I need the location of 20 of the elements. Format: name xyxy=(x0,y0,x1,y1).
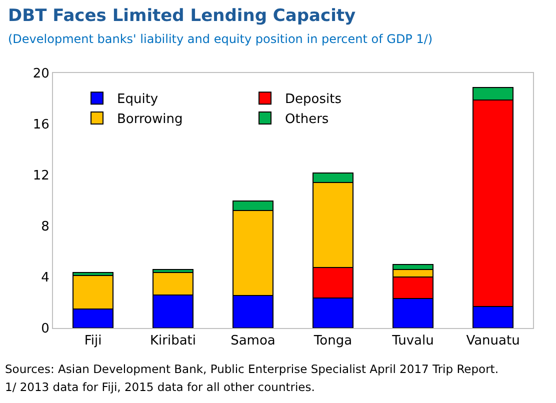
legend-label: Equity xyxy=(117,92,158,108)
legend-label: Others xyxy=(285,112,329,128)
y-tick-label: 8 xyxy=(41,220,50,235)
x-tick-label: Fiji xyxy=(84,334,102,349)
chart-subtitle: (Development banks' liability and equity position in percent of GDP 1/) xyxy=(8,32,433,46)
y-tick-label: 0 xyxy=(41,322,50,337)
legend-label: Deposits xyxy=(285,92,342,108)
chart-title: DBT Faces Limited Lending Capacity xyxy=(8,6,356,26)
x-tick-label: Tuvalu xyxy=(391,334,434,349)
y-tick-label: 12 xyxy=(32,168,50,184)
y-tick-label: 16 xyxy=(32,118,50,133)
x-tick-label: Samoa xyxy=(230,334,276,349)
x-tick-label: Tonga xyxy=(312,334,352,349)
source-note: Sources: Asian Development Bank, Public Enterprise Specialist April 2017 Trip Report. xyxy=(5,362,498,376)
y-tick-label: 20 xyxy=(32,66,50,82)
x-tick-label: Kiribati xyxy=(150,334,196,349)
legend-label: Borrowing xyxy=(117,112,183,128)
text: 1/ 2013 data for Fiji, 2015 data for all other countries. xyxy=(5,380,315,394)
x-tick-label: Vanuatu xyxy=(466,334,520,349)
y-tick-label: 4 xyxy=(41,270,50,286)
